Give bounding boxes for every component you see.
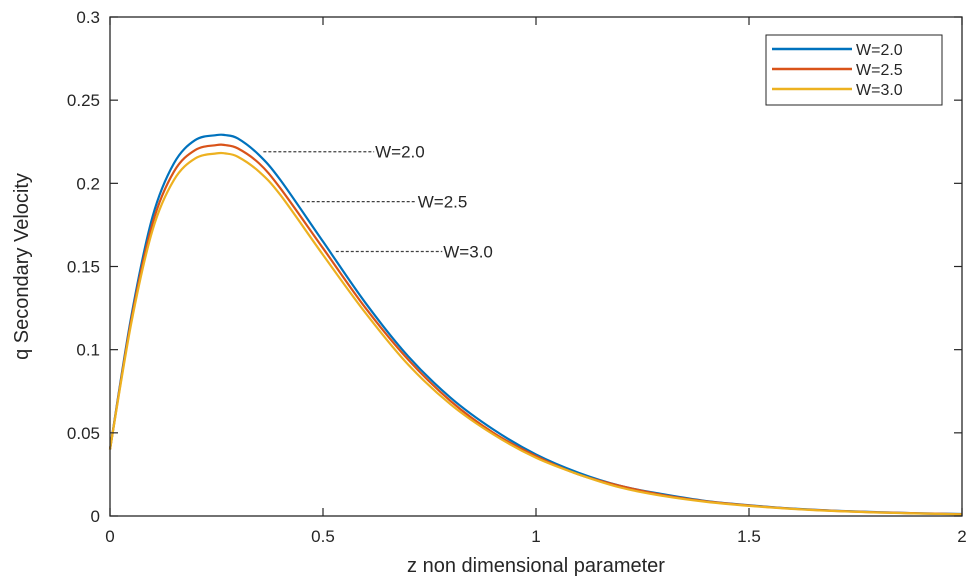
series-layer: [108, 133, 963, 516]
series-line-w-3-0: [108, 151, 963, 516]
y-tick-label: 0.3: [76, 8, 100, 27]
x-tick-label: 1: [531, 527, 540, 546]
x-tick-label: 0: [105, 527, 114, 546]
y-tick-label: 0.2: [76, 174, 100, 193]
y-tick-label: 0.1: [76, 341, 100, 360]
ticks-layer: 0 0.5 1 1.5 2 0 0.05 0.1 0.15 0.2 0.25 0.3: [67, 8, 967, 546]
legend-label: W=3.0: [856, 82, 903, 99]
y-tick-label: 0.15: [67, 258, 100, 277]
annotation-label: W=2.0: [375, 143, 425, 162]
annotation-layer: W=2.0 W=2.5 W=3.0: [263, 143, 493, 262]
y-tick-label: 0.05: [67, 424, 100, 443]
y-axis-title: q Secondary Velocity: [11, 173, 33, 360]
x-tick-label: 0.5: [311, 527, 335, 546]
annotation-label: W=3.0: [443, 243, 493, 262]
x-axis-title: z non dimensional parameter: [407, 555, 665, 577]
x-tick-label: 2: [957, 527, 966, 546]
x-tick-label: 1.5: [737, 527, 761, 546]
legend: W=2.0 W=2.5 W=3.0: [765, 34, 943, 106]
legend-label: W=2.0: [856, 42, 903, 59]
legend-label: W=2.5: [856, 62, 903, 79]
y-tick-label: 0: [91, 507, 100, 526]
y-tick-label: 0.25: [67, 91, 100, 110]
annotation-label: W=2.5: [418, 193, 468, 212]
